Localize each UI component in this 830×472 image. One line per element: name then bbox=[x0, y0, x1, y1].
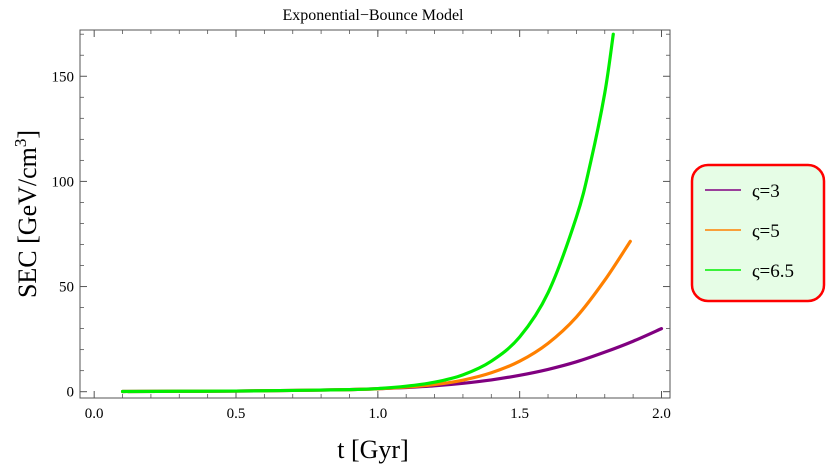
axis-ticks: 0.0 0.5 1.0 1.5 2.0 0 50 100 150 bbox=[52, 30, 671, 422]
legend-label: ς=5 bbox=[752, 221, 780, 242]
x-tick-label: 2.0 bbox=[652, 406, 671, 422]
y-tick-label: 150 bbox=[52, 69, 75, 85]
legend-label: ς=3 bbox=[752, 181, 780, 202]
plot-frame bbox=[79, 29, 671, 399]
y-axis-label: SEC [GeV/cm3] bbox=[11, 130, 42, 298]
chart-title: Exponential−Bounce Model bbox=[283, 7, 465, 24]
series-layer bbox=[120, 32, 664, 394]
x-tick-label: 0.5 bbox=[227, 406, 246, 422]
y-tick-label: 50 bbox=[59, 280, 74, 296]
series-line-3 bbox=[120, 32, 615, 394]
series-line-1 bbox=[120, 327, 664, 394]
x-axis-label: t [Gyr] bbox=[337, 435, 408, 464]
legend: ς=3 ς=5 ς=6.5 bbox=[690, 163, 826, 303]
legend-box bbox=[690, 163, 826, 303]
y-axis-label-sup: 3 bbox=[11, 139, 30, 148]
y-tick-label: 0 bbox=[67, 385, 75, 401]
legend-items: ς=3 ς=5 ς=6.5 bbox=[705, 181, 794, 282]
x-tick-label: 0.0 bbox=[85, 406, 104, 422]
y-tick-label: 100 bbox=[52, 174, 75, 190]
y-axis-label-main: SEC [GeV/cm bbox=[13, 147, 42, 298]
x-tick-label: 1.0 bbox=[368, 406, 387, 422]
x-tick-label: 1.5 bbox=[510, 406, 529, 422]
y-axis-label-end: ] bbox=[13, 130, 42, 139]
legend-label: ς=6.5 bbox=[752, 261, 794, 282]
